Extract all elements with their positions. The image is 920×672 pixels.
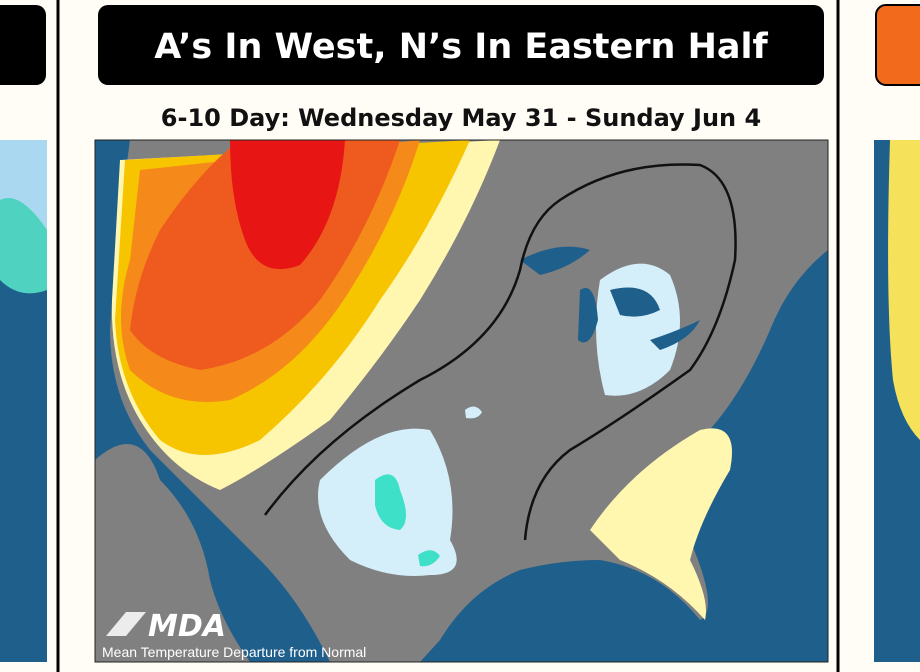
anomaly-area	[230, 140, 345, 270]
title: A’s In West, N’s In Eastern Half	[154, 27, 768, 67]
right-title-box	[875, 4, 920, 86]
right-map-shape	[888, 140, 920, 440]
caption: Mean Temperature Departure from Normal	[102, 644, 366, 660]
map-frame	[94, 139, 829, 663]
subtitle: 6-10 Day: Wednesday May 31 - Sunday Jun …	[161, 104, 761, 132]
left-panel	[0, 0, 60, 672]
logo-mark	[106, 612, 146, 636]
lake	[520, 246, 700, 350]
contour	[263, 163, 737, 541]
map: MDA Mean Temperature Departure from Norm…	[94, 139, 829, 663]
title-box	[98, 5, 824, 85]
left-title-box	[0, 5, 46, 85]
left-map-shape	[0, 140, 47, 230]
logo: MDA	[148, 609, 226, 644]
anomaly-area	[375, 474, 406, 530]
anomaly-area	[418, 550, 440, 567]
anomaly-area	[465, 406, 482, 419]
anomaly-area	[590, 428, 732, 620]
right-panel	[836, 0, 920, 672]
